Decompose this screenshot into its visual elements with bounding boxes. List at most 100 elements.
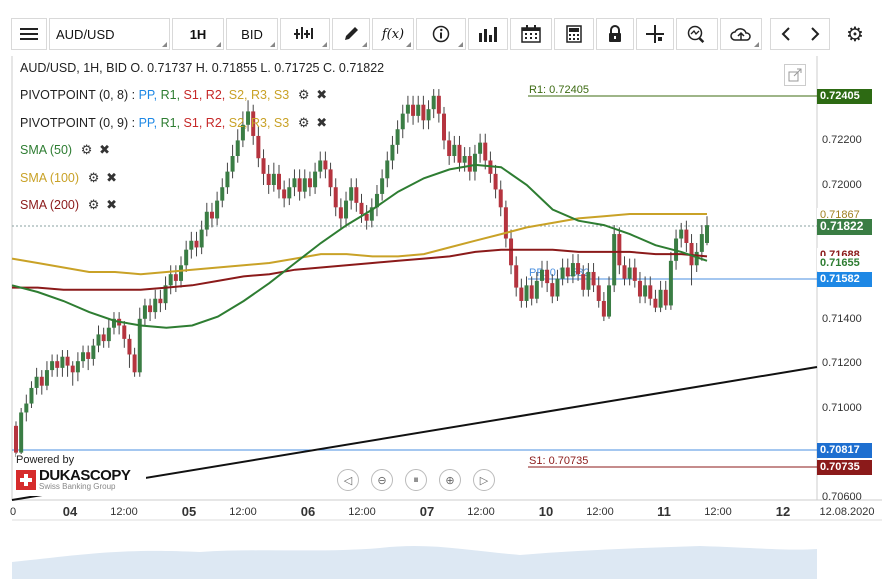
- price-type-selector[interactable]: BID: [226, 18, 278, 50]
- candle[interactable]: [668, 260, 673, 306]
- close-icon[interactable]: ✖: [316, 115, 328, 130]
- candle[interactable]: [364, 213, 369, 221]
- close-icon[interactable]: ✖: [106, 197, 117, 212]
- candle[interactable]: [529, 285, 534, 299]
- candle[interactable]: [55, 361, 60, 368]
- candle[interactable]: [498, 189, 503, 208]
- candle[interactable]: [467, 156, 472, 172]
- reset-view-button[interactable]: ⏸: [405, 469, 427, 491]
- close-icon[interactable]: ✖: [99, 142, 111, 157]
- candle[interactable]: [601, 300, 606, 317]
- gear-icon[interactable]: ⚙: [297, 115, 310, 130]
- candle[interactable]: [426, 109, 431, 121]
- candle[interactable]: [70, 365, 75, 373]
- candle[interactable]: [493, 173, 498, 190]
- info-button[interactable]: [416, 18, 466, 50]
- candle[interactable]: [318, 160, 323, 172]
- candle[interactable]: [148, 305, 153, 313]
- candle[interactable]: [91, 345, 96, 359]
- candle[interactable]: [545, 269, 550, 284]
- candle[interactable]: [385, 160, 390, 179]
- candle[interactable]: [395, 129, 400, 145]
- timeframe-selector[interactable]: 1H: [172, 18, 224, 50]
- candle[interactable]: [374, 193, 379, 208]
- candle[interactable]: [442, 113, 447, 141]
- candle[interactable]: [261, 158, 266, 174]
- calendar-button[interactable]: [510, 18, 552, 50]
- candle[interactable]: [204, 211, 209, 230]
- candle[interactable]: [349, 187, 354, 201]
- candle[interactable]: [684, 229, 689, 243]
- candle[interactable]: [235, 140, 240, 157]
- candle[interactable]: [266, 173, 271, 185]
- crosshair-button[interactable]: [636, 18, 674, 50]
- scroll-right-button[interactable]: ▷: [473, 469, 495, 491]
- candle[interactable]: [637, 280, 642, 297]
- candle[interactable]: [550, 283, 555, 297]
- candle[interactable]: [323, 160, 328, 170]
- candle[interactable]: [539, 269, 544, 281]
- candle[interactable]: [436, 95, 441, 114]
- candle[interactable]: [627, 267, 632, 279]
- navigator-area[interactable]: [12, 545, 817, 579]
- candle[interactable]: [560, 267, 565, 279]
- candle[interactable]: [34, 376, 39, 388]
- symbol-selector[interactable]: AUD/USD: [49, 18, 170, 50]
- candle[interactable]: [576, 263, 581, 275]
- candle[interactable]: [447, 140, 452, 157]
- candle[interactable]: [86, 352, 91, 359]
- candle[interactable]: [122, 325, 127, 339]
- candle[interactable]: [534, 280, 539, 299]
- scroll-left-button[interactable]: ◁: [337, 469, 359, 491]
- candle[interactable]: [648, 285, 653, 299]
- zoom-button[interactable]: [676, 18, 718, 50]
- candle[interactable]: [153, 298, 158, 313]
- candle[interactable]: [302, 178, 307, 192]
- lock-button[interactable]: [596, 18, 634, 50]
- candle[interactable]: [29, 387, 34, 404]
- calculator-button[interactable]: [554, 18, 594, 50]
- candle[interactable]: [127, 338, 132, 355]
- zoom-in-button[interactable]: ⊕: [439, 469, 461, 491]
- candle[interactable]: [44, 370, 49, 386]
- candle[interactable]: [158, 298, 163, 304]
- chart-type-button[interactable]: [280, 18, 330, 50]
- candle[interactable]: [591, 271, 596, 286]
- candle[interactable]: [276, 173, 281, 190]
- candle[interactable]: [596, 285, 601, 301]
- candle[interactable]: [632, 267, 637, 281]
- drawing-tools-button[interactable]: [332, 18, 370, 50]
- settings-button[interactable]: ⚙: [836, 18, 874, 50]
- gear-icon[interactable]: ⚙: [80, 142, 93, 157]
- candle[interactable]: [586, 271, 591, 290]
- candle[interactable]: [524, 285, 529, 301]
- candle[interactable]: [184, 249, 189, 266]
- trend-line[interactable]: [11, 366, 818, 501]
- candle[interactable]: [421, 104, 426, 121]
- candle[interactable]: [509, 238, 514, 266]
- menu-button[interactable]: [11, 18, 47, 50]
- chevron-left-icon[interactable]: [780, 26, 792, 42]
- candle[interactable]: [411, 104, 416, 116]
- candle[interactable]: [679, 229, 684, 239]
- candle[interactable]: [699, 234, 704, 252]
- candle[interactable]: [478, 142, 483, 154]
- candle[interactable]: [142, 305, 147, 319]
- candle[interactable]: [292, 178, 297, 188]
- candle[interactable]: [225, 171, 230, 188]
- candle[interactable]: [380, 178, 385, 194]
- candle[interactable]: [256, 135, 261, 159]
- candle[interactable]: [39, 376, 44, 386]
- popout-button[interactable]: [784, 64, 806, 86]
- candle[interactable]: [565, 267, 570, 277]
- candle[interactable]: [359, 202, 364, 214]
- candle[interactable]: [14, 425, 18, 453]
- candle[interactable]: [705, 225, 709, 243]
- candle[interactable]: [617, 234, 622, 266]
- candle[interactable]: [199, 229, 204, 248]
- candle[interactable]: [663, 289, 668, 306]
- candle[interactable]: [101, 334, 106, 342]
- candle[interactable]: [189, 240, 194, 250]
- candle[interactable]: [209, 211, 214, 219]
